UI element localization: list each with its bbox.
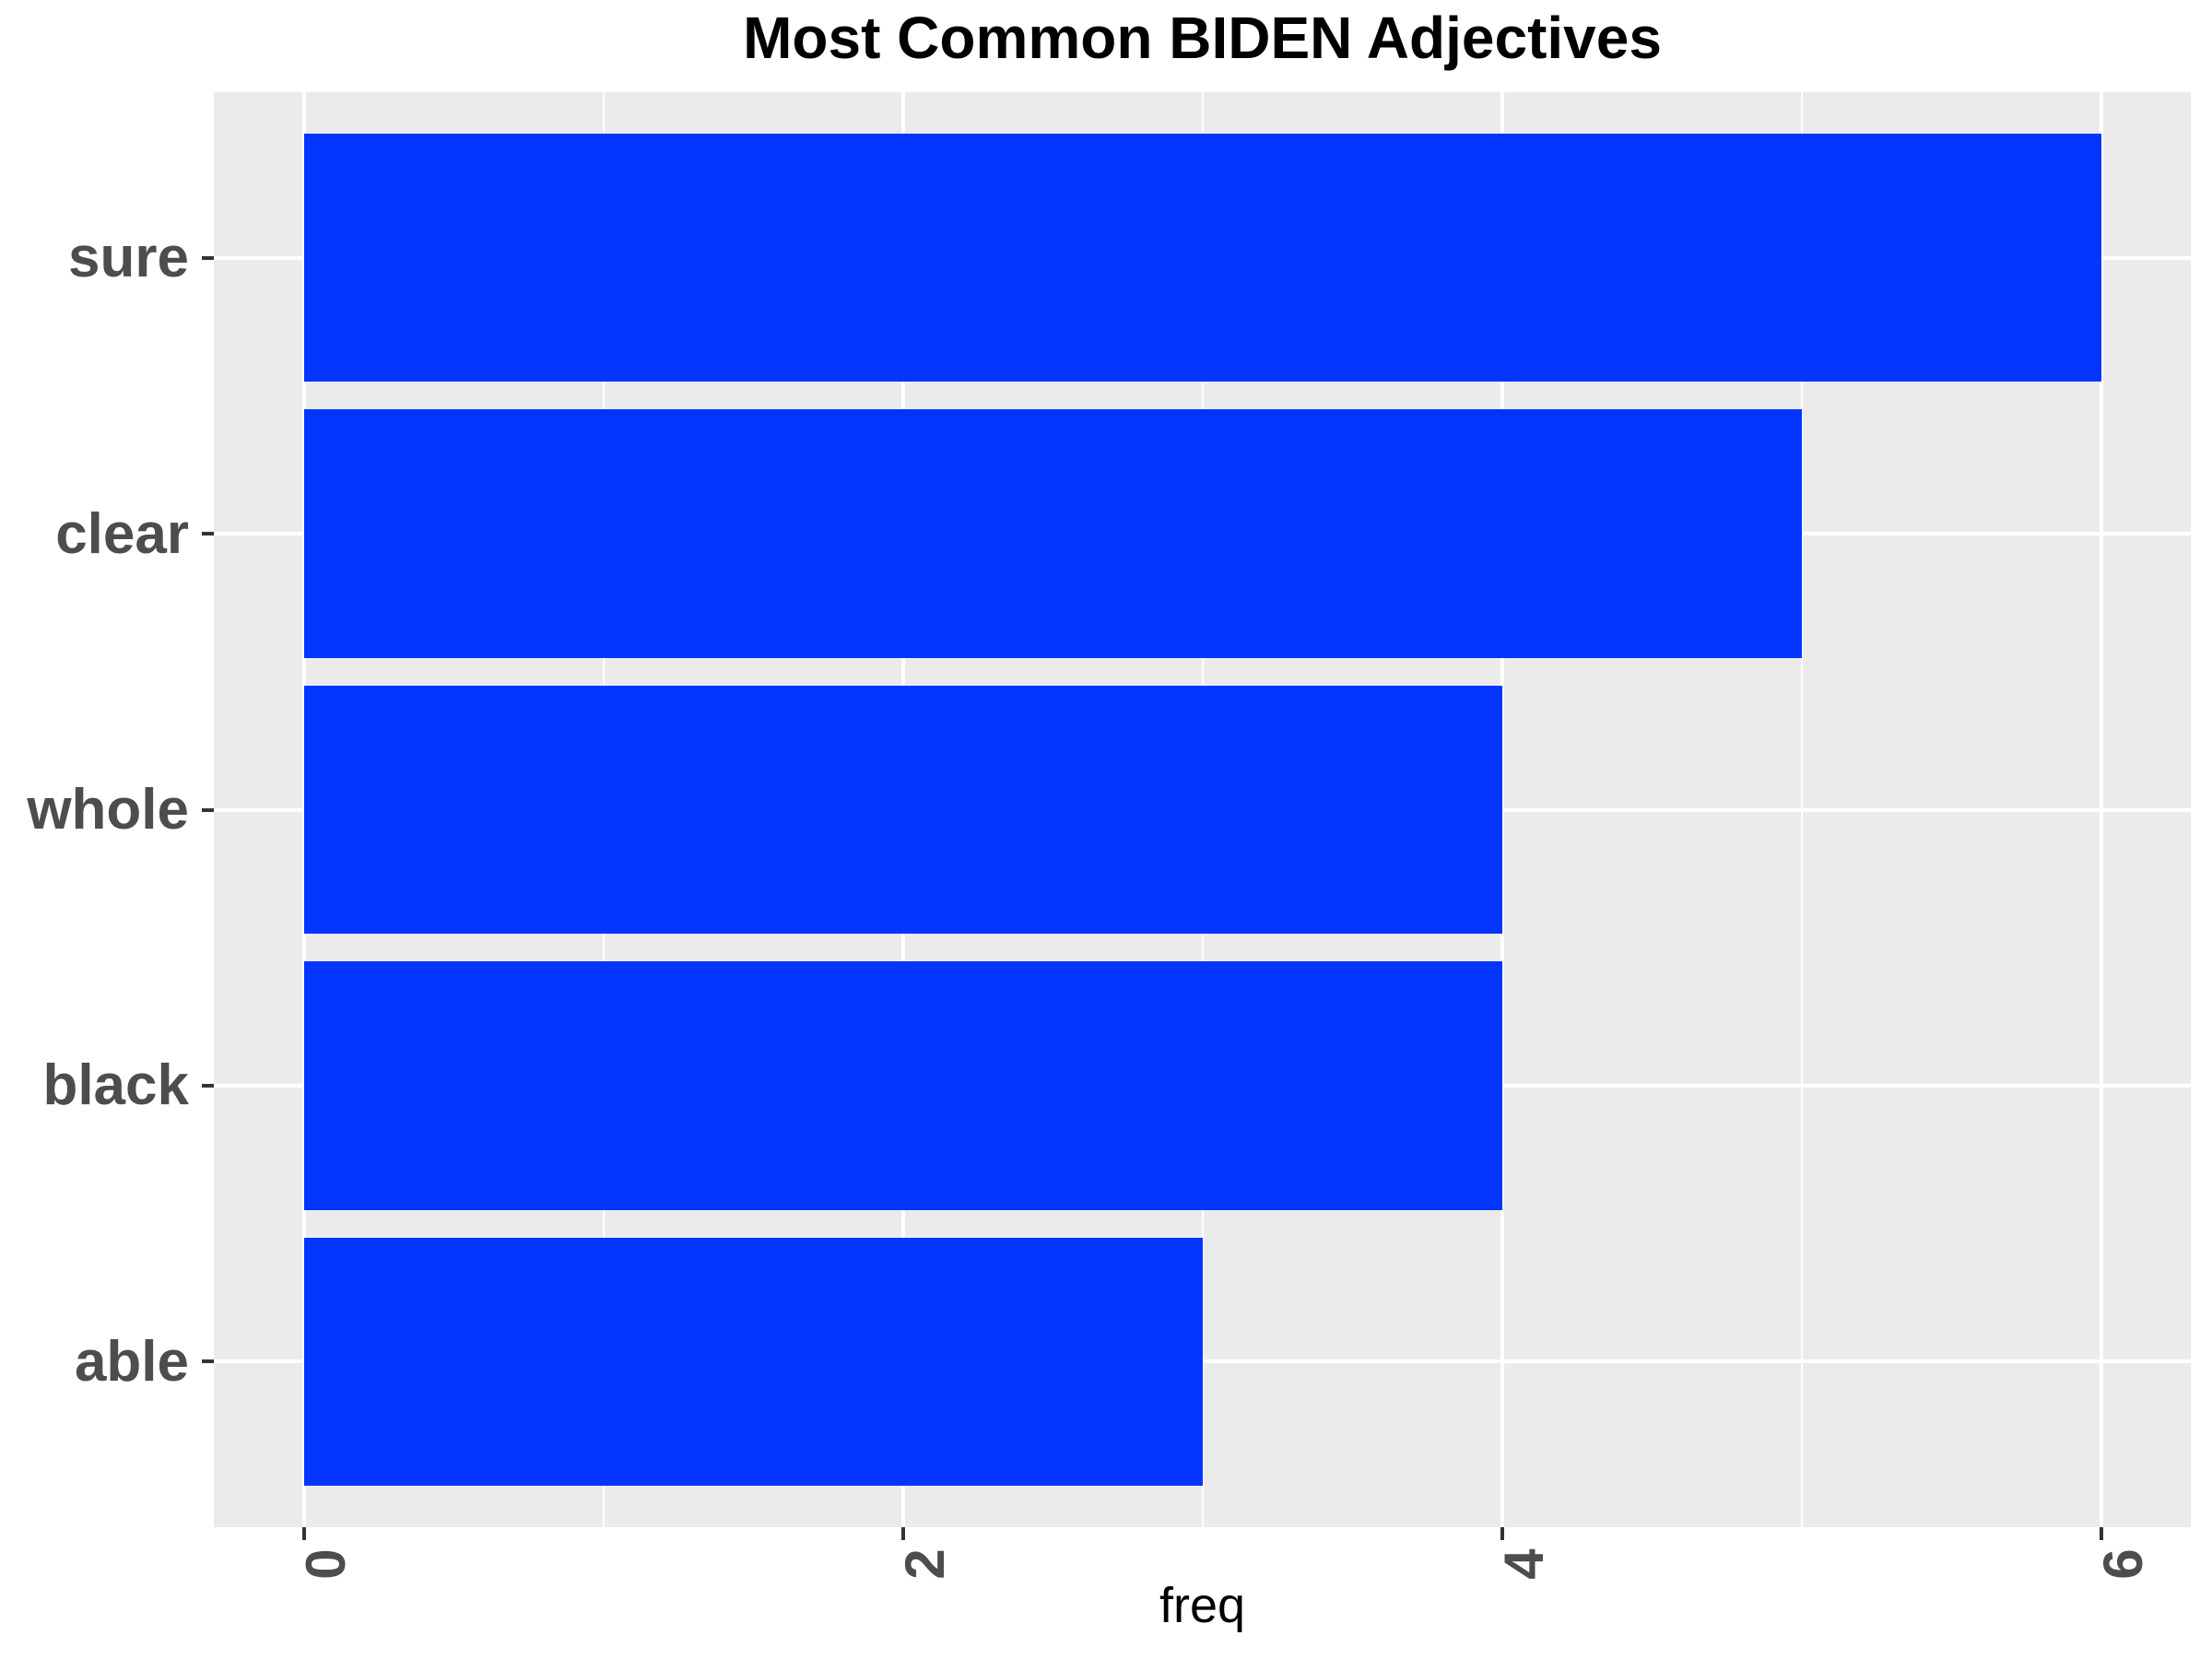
y-tick-whole — [202, 807, 214, 812]
plot-panel — [214, 92, 2191, 1527]
y-tick-label-clear: clear — [55, 501, 189, 566]
bar-whole — [303, 685, 1502, 935]
y-tick-able — [202, 1359, 214, 1364]
bar-clear — [303, 409, 1802, 658]
bar-sure — [303, 133, 2101, 382]
y-tick-label-able: able — [74, 1329, 189, 1394]
y-tick-clear — [202, 532, 214, 536]
x-tick-6 — [2099, 1527, 2103, 1540]
x-axis-title: freq — [1159, 1578, 1246, 1633]
chart-title: Most Common BIDEN Adjectives — [743, 5, 1662, 71]
y-tick-label-black: black — [42, 1053, 189, 1118]
y-tick-black — [202, 1083, 214, 1088]
bar-black — [303, 961, 1502, 1210]
gridline-y-able — [214, 1359, 2191, 1364]
x-tick-2 — [900, 1527, 905, 1540]
bar-able — [303, 1237, 1203, 1487]
x-tick-0 — [301, 1527, 306, 1540]
y-tick-sure — [202, 255, 214, 260]
y-tick-label-sure: sure — [68, 226, 189, 290]
y-tick-label-whole: whole — [27, 778, 189, 841]
x-tick-4 — [1500, 1527, 1504, 1540]
